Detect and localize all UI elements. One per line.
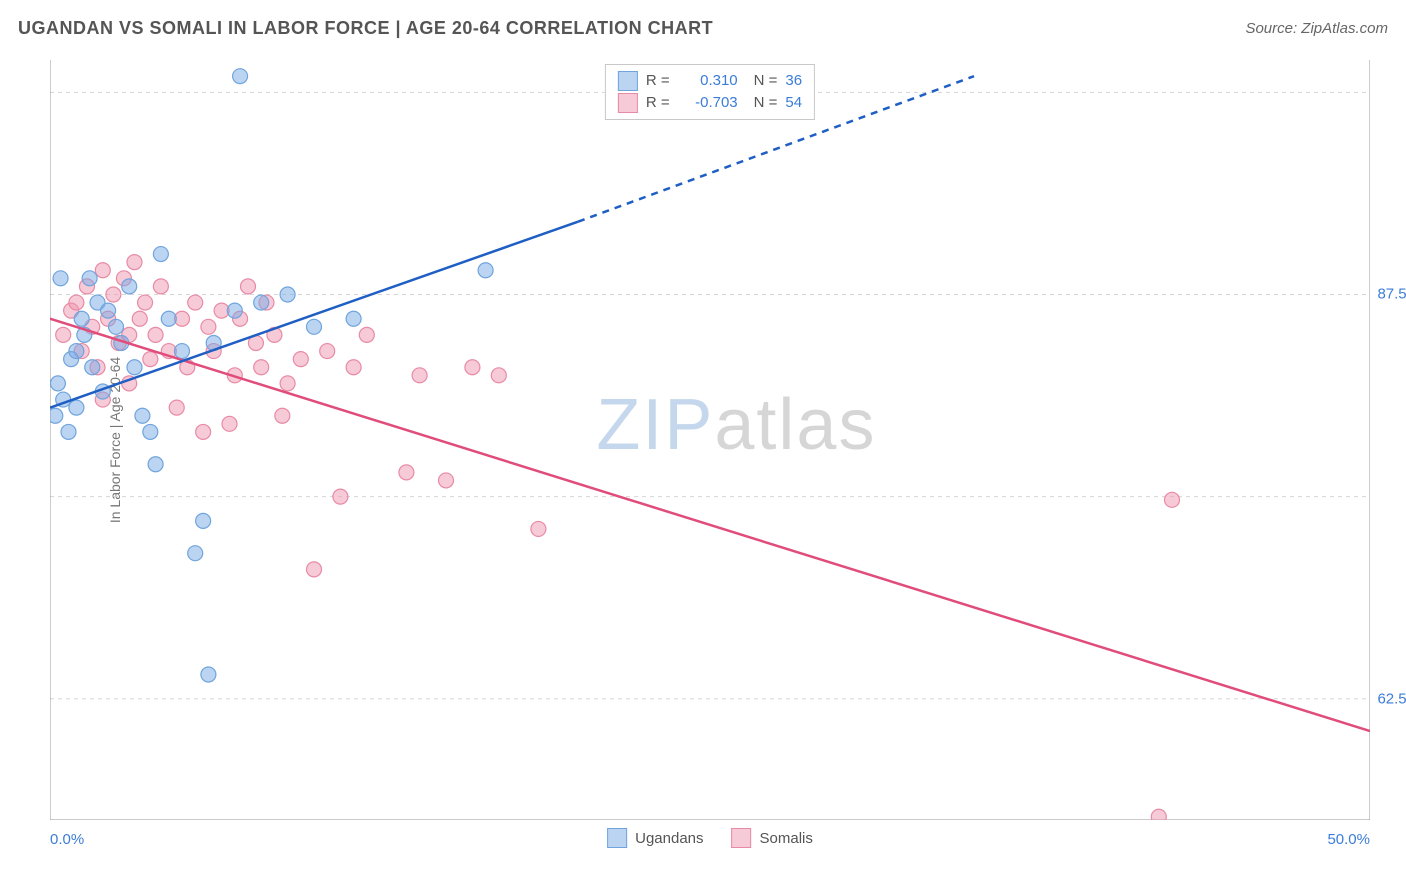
n-value-ugandans: 36 bbox=[785, 70, 802, 92]
n-label: N = bbox=[754, 70, 778, 92]
swatch-ugandans bbox=[607, 828, 627, 848]
r-label: R = bbox=[646, 70, 670, 92]
swatch-somalis bbox=[732, 828, 752, 848]
chart-title: UGANDAN VS SOMALI IN LABOR FORCE | AGE 2… bbox=[18, 18, 713, 39]
legend-item-somalis: Somalis bbox=[732, 828, 813, 848]
legend-row-ugandans: R = 0.310 N = 36 bbox=[618, 70, 802, 92]
legend-label-ugandans: Ugandans bbox=[635, 830, 703, 847]
r-value-ugandans: 0.310 bbox=[678, 70, 738, 92]
r-label: R = bbox=[646, 92, 670, 114]
legend-label-somalis: Somalis bbox=[760, 830, 813, 847]
source-label: Source: ZipAtlas.com bbox=[1245, 20, 1388, 37]
scatter-plot bbox=[50, 60, 1370, 820]
y-tick-label: 62.5% bbox=[1377, 690, 1406, 707]
n-value-somalis: 54 bbox=[785, 92, 802, 114]
y-tick-label: 87.5% bbox=[1377, 286, 1406, 303]
legend-row-somalis: R = -0.703 N = 54 bbox=[618, 92, 802, 114]
series-legend: Ugandans Somalis bbox=[607, 828, 813, 848]
swatch-somalis bbox=[618, 93, 638, 113]
correlation-legend: R = 0.310 N = 36 R = -0.703 N = 54 bbox=[605, 64, 815, 120]
chart-area: In Labor Force | Age 20-64 R = 0.310 N =… bbox=[50, 60, 1370, 820]
x-tick-label: 50.0% bbox=[1327, 831, 1370, 848]
r-value-somalis: -0.703 bbox=[678, 92, 738, 114]
swatch-ugandans bbox=[618, 71, 638, 91]
n-label: N = bbox=[754, 92, 778, 114]
x-tick-label: 0.0% bbox=[50, 831, 84, 848]
legend-item-ugandans: Ugandans bbox=[607, 828, 703, 848]
